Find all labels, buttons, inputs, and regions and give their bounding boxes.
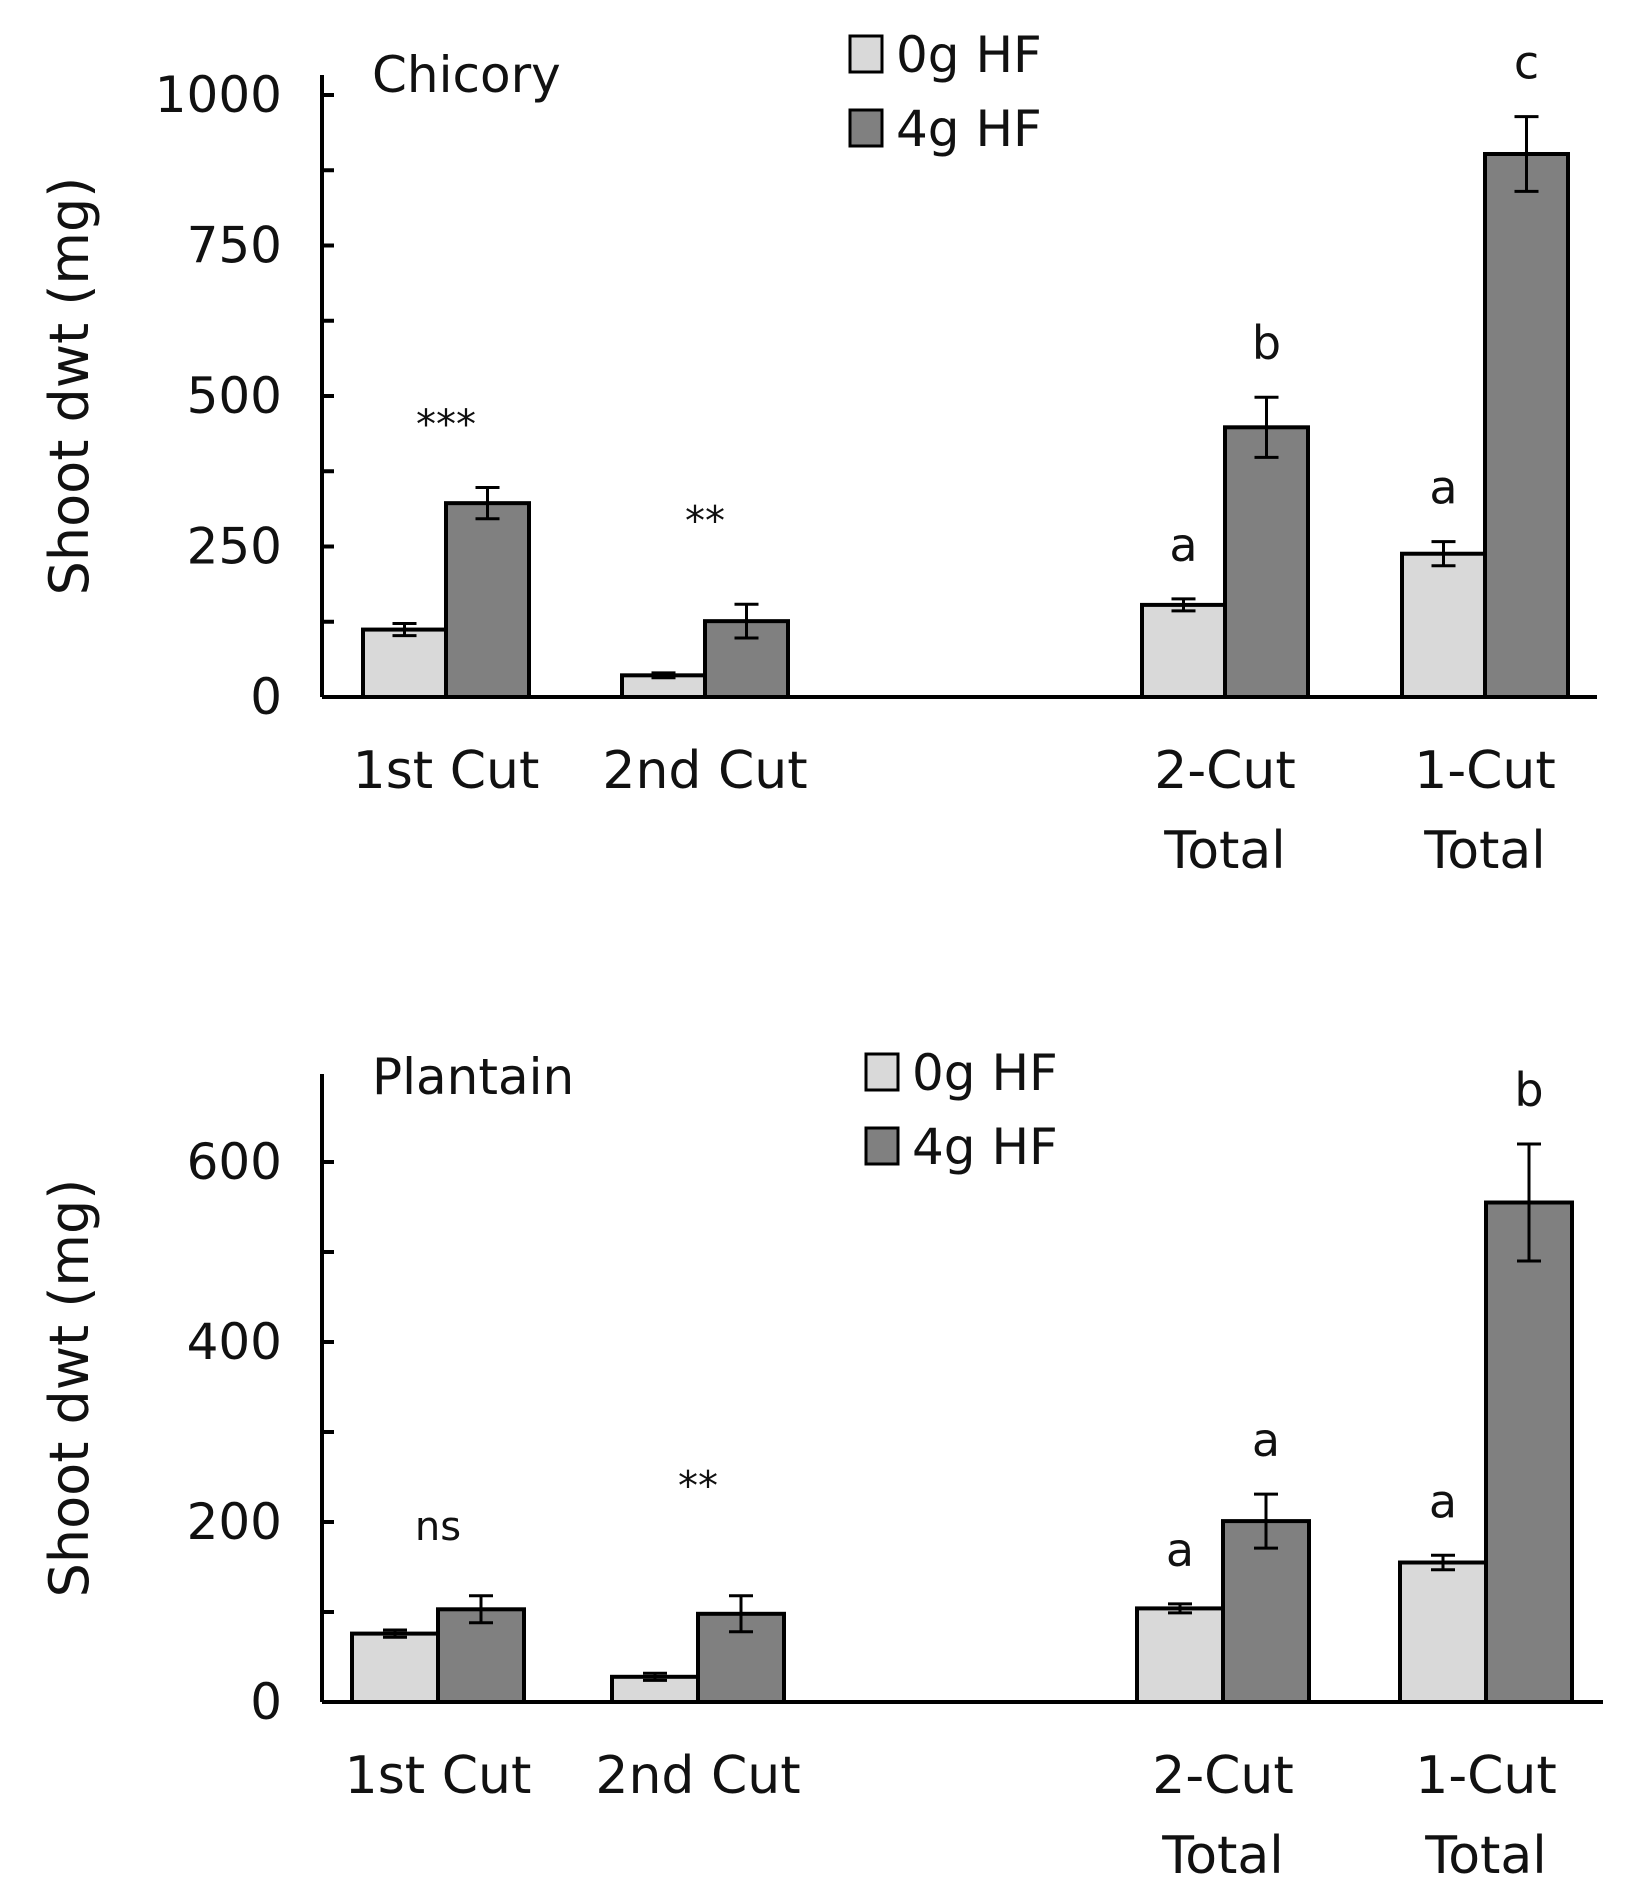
y-tick-label: 600 <box>187 1133 282 1191</box>
chart-panel-2: 0 200 400 600 Shoot dwt (mg) Plantain 0g HF 4g … <box>38 1044 1603 1886</box>
bar-dark <box>1221 1519 1311 1704</box>
category-label-line2: Total <box>1163 821 1285 881</box>
group-letter: a <box>1429 1474 1457 1528</box>
y-tick-label: 0 <box>250 668 282 726</box>
category-label: 2-Cut <box>1152 1746 1294 1806</box>
category-label: 1st Cut <box>345 1746 532 1806</box>
legend-swatch-dark <box>848 108 884 148</box>
y-tick-label: 500 <box>187 367 282 425</box>
group-letter: b <box>1514 1063 1543 1117</box>
y-axis-label: Shoot dwt (mg) <box>38 177 101 596</box>
group-letter: c <box>1514 36 1539 90</box>
legend-swatch-light <box>848 34 884 74</box>
significance-annotation: ns <box>415 1504 461 1550</box>
significance-annotation: *** <box>416 402 476 448</box>
legend-label: 4g HF <box>896 100 1042 158</box>
category-label-line2: Total <box>1161 1826 1283 1886</box>
category-label: 2-Cut <box>1154 741 1296 801</box>
legend-label: 4g HF <box>912 1118 1058 1176</box>
category-label: 2nd Cut <box>595 1746 800 1806</box>
y-tick-label: 1000 <box>155 66 282 124</box>
category-label-line2: Total <box>1423 821 1545 881</box>
legend-label: 0g HF <box>912 1044 1058 1102</box>
group-letter: a <box>1252 1413 1280 1467</box>
chart-title: Chicory <box>372 46 561 104</box>
group-letter: a <box>1166 1523 1194 1577</box>
group-letter: b <box>1252 316 1281 370</box>
bar-dark <box>1223 425 1310 699</box>
legend-swatch-dark <box>864 1126 900 1166</box>
bar-light <box>361 627 448 699</box>
bar-dark <box>1484 1200 1574 1704</box>
category-label-line2: Total <box>1424 1826 1546 1886</box>
category-label: 2nd Cut <box>602 741 807 801</box>
y-tick-label: 200 <box>187 1493 282 1551</box>
significance-annotation: ** <box>685 498 725 544</box>
legend-label: 0g HF <box>896 26 1042 84</box>
legend-swatch-light <box>864 1052 900 1092</box>
bar-light <box>1140 602 1227 699</box>
y-axis-label: Shoot dwt (mg) <box>38 1179 101 1598</box>
bar-dark <box>436 1607 526 1705</box>
y-tick-label: 250 <box>187 518 282 576</box>
bar-dark <box>1483 151 1570 700</box>
y-tick-label: 400 <box>187 1313 282 1371</box>
bar-dark <box>444 501 531 699</box>
significance-annotation: ** <box>678 1464 718 1510</box>
y-tick-label: 750 <box>187 217 282 275</box>
y-tick-label: 0 <box>250 1673 282 1731</box>
chart-panel-1: 0 250 500 750 1000 Shoot dwt (mg) Chicory 0g HF… <box>38 26 1597 881</box>
bar-light <box>1400 551 1487 699</box>
chart-title: Plantain <box>372 1048 574 1106</box>
category-label: 1-Cut <box>1415 1746 1557 1806</box>
bar-light <box>1135 1606 1225 1705</box>
group-letter: a <box>1429 461 1457 515</box>
bar-light <box>1398 1560 1488 1704</box>
bar-light <box>350 1631 440 1704</box>
group-letter: a <box>1169 518 1197 572</box>
category-label: 1-Cut <box>1414 741 1556 801</box>
category-label: 1st Cut <box>353 741 540 801</box>
